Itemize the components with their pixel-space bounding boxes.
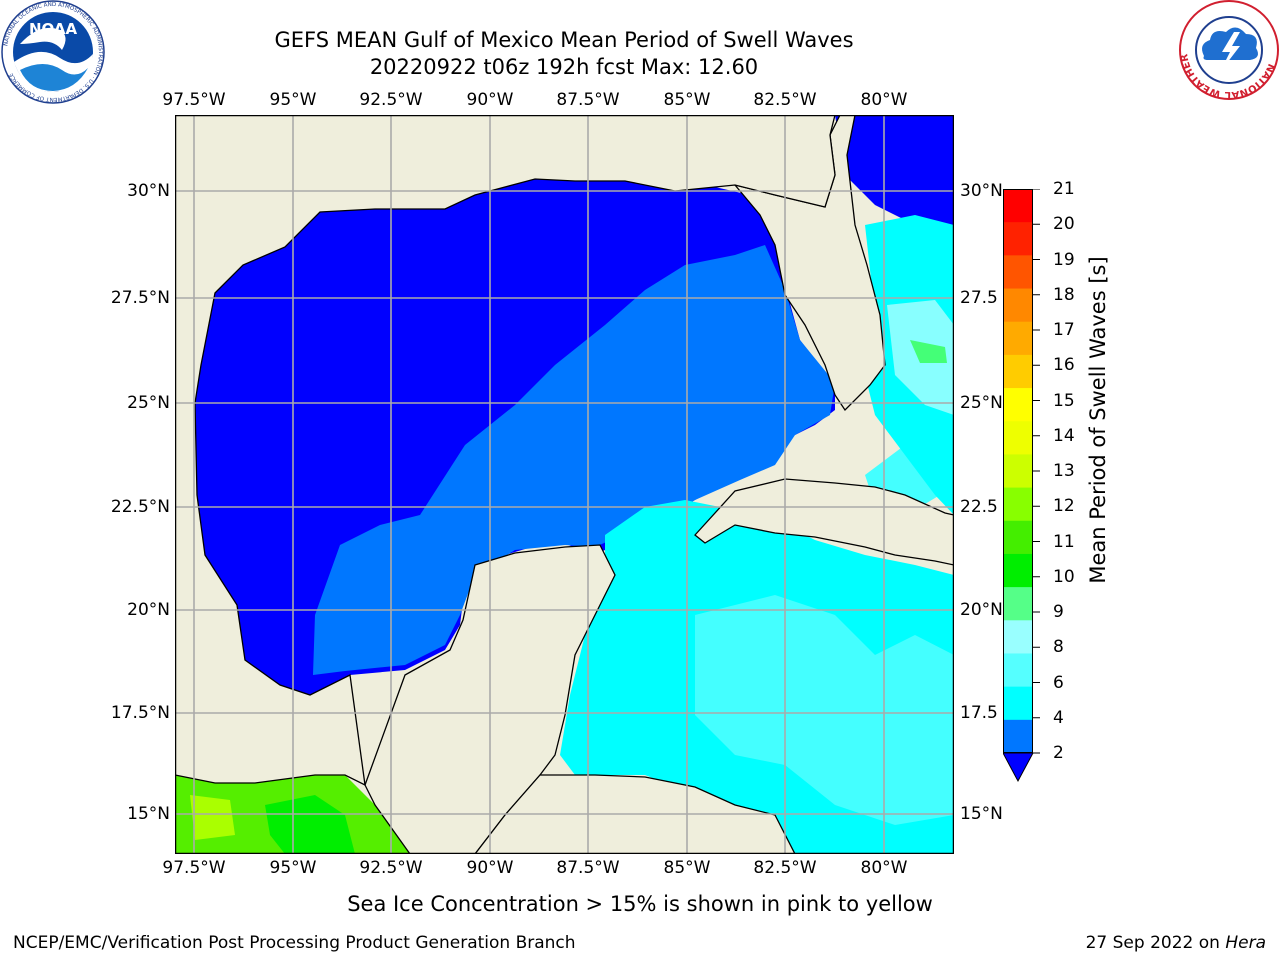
lon-label-top: 92.5°W xyxy=(359,90,423,110)
lat-label-left: 15°N xyxy=(127,804,170,824)
map-frame xyxy=(175,115,954,854)
chart-title: GEFS MEAN Gulf of Mexico Mean Period of … xyxy=(274,28,854,52)
colorbar-band xyxy=(1003,620,1033,654)
lat-label-left: 20°N xyxy=(127,600,170,620)
lon-label-bottom: 90°W xyxy=(466,858,514,878)
colorbar-band xyxy=(1003,321,1033,356)
footer-left: NCEP/EMC/Verification Post Processing Pr… xyxy=(13,933,576,953)
lat-label-right: 30°N xyxy=(960,181,1003,201)
chart-subtitle: 20220922 t06z 192h fcst Max: 12.60 xyxy=(369,55,759,79)
lon-label-bottom: 97.5°W xyxy=(162,858,226,878)
nws-logo: NATIONAL WEATHER SERVICE xyxy=(1178,0,1279,100)
colorbar-band xyxy=(1003,189,1033,223)
lat-label-left: 27.5°N xyxy=(110,288,170,308)
colorbar-tick-label: 4 xyxy=(1053,707,1064,728)
colorbar-tick-label: 13 xyxy=(1053,461,1075,481)
atlantic-swell-region-blue xyxy=(835,115,954,235)
lat-label-right: 17.5 xyxy=(960,703,998,723)
colorbar-band xyxy=(1003,587,1033,621)
lon-label-top: 90°W xyxy=(466,90,514,110)
colorbar-tick-label: 17 xyxy=(1053,320,1075,340)
colorbar-tick-label: 9 xyxy=(1053,602,1064,622)
colorbar-label: Mean Period of Swell Waves [s] xyxy=(1086,256,1110,584)
colorbar-band xyxy=(1003,487,1033,522)
pacific-swell-patch xyxy=(265,795,355,854)
footer-date: 27 Sep 2022 on xyxy=(1085,933,1226,953)
colorbar-tick-label: 14 xyxy=(1053,425,1075,446)
colorbar-tick-label: 15 xyxy=(1053,390,1075,411)
colorbar-tick-label: 18 xyxy=(1053,284,1075,305)
colorbar-band xyxy=(1003,520,1033,555)
colorbar-band xyxy=(1003,553,1033,588)
lon-label-bottom: 92.5°W xyxy=(359,858,423,878)
lon-label-bottom: 82.5°W xyxy=(753,858,817,878)
lat-label-right: 25°N xyxy=(960,393,1003,413)
grid-lines xyxy=(175,115,954,854)
gulf-swell-region-mid-blue xyxy=(313,245,835,675)
colorbar-band xyxy=(1003,653,1033,688)
lat-label-right: 22.5 xyxy=(960,497,998,517)
cuba-land xyxy=(694,478,954,566)
lat-label-left: 17.5°N xyxy=(110,703,170,723)
colorbar-tick-label: 12 xyxy=(1053,496,1075,517)
lon-label-top: 97.5°W xyxy=(162,90,226,110)
lon-label-top: 85°W xyxy=(663,90,711,110)
colorbar-tick-label: 2 xyxy=(1053,743,1064,763)
colorbar-band xyxy=(1003,222,1033,256)
lon-label-top: 95°W xyxy=(269,90,317,110)
lon-label-bottom: 87.5°W xyxy=(556,858,620,878)
lat-label-right: 27.5 xyxy=(960,288,998,308)
lon-label-bottom: 85°W xyxy=(663,858,711,878)
noaa-logo-text: NOAA xyxy=(29,20,78,38)
lat-label-left: 22.5°N xyxy=(110,497,170,517)
colorbar-band xyxy=(1003,719,1033,754)
lat-label-right: 20°N xyxy=(960,600,1003,620)
map-panel xyxy=(175,115,954,854)
colorbar-band xyxy=(1003,354,1033,389)
lat-label-left: 25°N xyxy=(127,393,170,413)
lon-label-top: 87.5°W xyxy=(556,90,620,110)
lon-label-bottom: 95°W xyxy=(269,858,317,878)
lon-label-bottom: 80°W xyxy=(860,858,908,878)
colorbar-tick-label: 20 xyxy=(1053,214,1075,235)
colorbar-band xyxy=(1003,421,1033,455)
lon-label-top: 82.5°W xyxy=(753,90,817,110)
colorbar-tick-label: 11 xyxy=(1053,531,1075,552)
colorbar-band xyxy=(1003,454,1033,489)
caribbean-swell-patch xyxy=(695,595,954,825)
colorbar-band xyxy=(1003,288,1033,323)
colorbar-frame xyxy=(1003,189,1033,753)
colorbar-extend-triangle xyxy=(1003,752,1034,783)
colorbar-band xyxy=(1003,388,1033,422)
colorbar xyxy=(1003,189,1040,783)
colorbar-tick-label: 8 xyxy=(1053,637,1064,658)
colorbar-tick-label: 21 xyxy=(1053,179,1075,199)
colorbar-band xyxy=(1003,686,1033,721)
sea-ice-note: Sea Ice Concentration > 15% is shown in … xyxy=(347,892,933,916)
colorbar-tick-label: 19 xyxy=(1053,249,1075,270)
atlantic-swell-patch xyxy=(910,340,947,363)
footer-right: 27 Sep 2022 on Hera xyxy=(1086,933,1266,953)
lat-label-left: 30°N xyxy=(127,181,170,201)
noaa-logo: NOAA NATIONAL OCEANIC AND ATMOSPHERIC AD… xyxy=(1,0,105,104)
colorbar-tick-label: 10 xyxy=(1053,566,1075,587)
lat-label-right: 15°N xyxy=(960,804,1003,824)
us-gulf-coast-land xyxy=(175,115,836,787)
footer-host: Hera xyxy=(1225,933,1266,953)
colorbar-band xyxy=(1003,255,1033,290)
colorbar-tick-label: 16 xyxy=(1053,355,1075,376)
pacific-swell-patch xyxy=(190,795,235,840)
lon-label-top: 80°W xyxy=(860,90,908,110)
colorbar-tick-label: 6 xyxy=(1053,672,1064,693)
